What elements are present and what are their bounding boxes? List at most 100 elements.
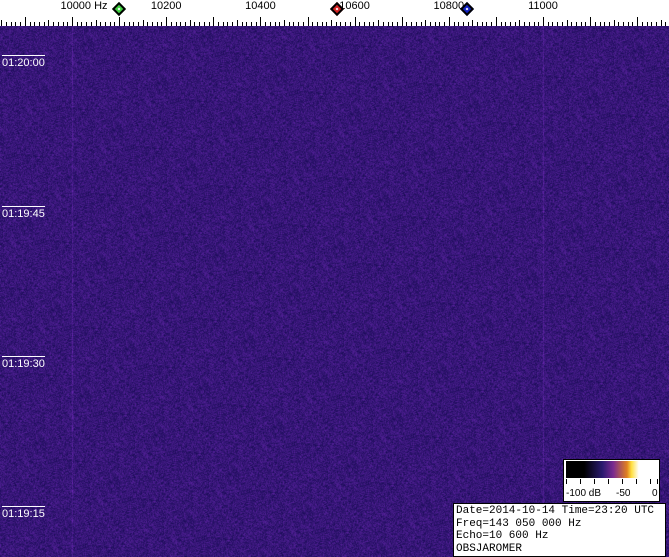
frequency-tick [534,22,535,26]
frequency-tick [444,22,445,26]
frequency-tick [11,22,12,26]
info-frequency: Freq=143 050 000 Hz [456,517,582,530]
frequency-tick [661,20,662,26]
frequency-tick [425,20,426,26]
frequency-tick [129,22,130,26]
frequency-tick [628,22,629,26]
frequency-tick [336,22,337,26]
frequency-tick [421,22,422,26]
frequency-tick [637,17,638,26]
frequency-tick [77,22,78,26]
frequency-tick [402,17,403,26]
frequency-tick [246,22,247,26]
frequency-tick [256,22,257,26]
frequency-tick [567,20,568,26]
frequency-tick [213,17,214,26]
frequency-tick [656,22,657,26]
frequency-tick [58,22,59,26]
frequency-tick [96,20,97,26]
frequency-tick [161,22,162,26]
frequency-tick [199,22,200,26]
frequency-tick [143,20,144,26]
frequency-tick [39,22,40,26]
frequency-tick [15,22,16,26]
frequency-tick [138,22,139,26]
frequency-tick [458,22,459,26]
frequency-tick [496,17,497,26]
frequency-tick [185,22,186,26]
frequency-tick [63,22,64,26]
frequency-tick [260,17,261,26]
frequency-tick [435,22,436,26]
frequency-tick [373,22,374,26]
frequency-tick [72,17,73,26]
frequency-tick [180,22,181,26]
info-echo: Echo=10 600 Hz [456,530,549,542]
frequency-tick [1,20,2,26]
frequency-tick [571,22,572,26]
frequency-tick [388,22,389,26]
frequency-tick [171,22,172,26]
frequency-tick [378,20,379,26]
frequency-tick [515,22,516,26]
frequency-tick [576,22,577,26]
frequency-label: 11000 [528,0,558,12]
colorbar-tick [594,479,595,484]
frequency-tick [232,22,233,26]
frequency-tick [411,22,412,26]
time-label: 01:19:30 [2,356,45,370]
frequency-tick [614,20,615,26]
frequency-tick [110,22,111,26]
frequency-tick [529,22,530,26]
frequency-tick [53,22,54,26]
frequency-tick [81,22,82,26]
colorbar-tick [650,479,651,484]
frequency-label: 10400 [245,0,276,12]
colorbar-tick [580,479,581,484]
time-label: 01:19:45 [2,206,45,220]
info-date-time: Date=2014-10-14 Time=23:20 UTC [456,505,655,517]
colorbar-tick [657,479,658,484]
frequency-tick [251,22,252,26]
colorbar-tick [636,479,637,484]
frequency-label: 10000 Hz [60,0,108,12]
frequency-tick [383,22,384,26]
frequency-tick [364,22,365,26]
green-marker[interactable] [112,1,127,17]
frequency-tick [548,22,549,26]
frequency-tick [350,22,351,26]
frequency-tick [30,22,31,26]
frequency-tick [194,22,195,26]
frequency-tick [317,22,318,26]
colorbar-label: 0 [652,488,658,499]
frequency-tick [505,22,506,26]
frequency-tick [114,22,115,26]
frequency-tick [67,22,68,26]
frequency-tick [406,22,407,26]
frequency-tick [477,22,478,26]
frequency-tick [331,20,332,26]
frequency-tick [157,22,158,26]
frequency-tick [322,22,323,26]
frequency-tick [20,22,21,26]
colorbar-tick [566,479,567,484]
frequency-tick [392,22,393,26]
frequency-tick [284,20,285,26]
frequency-tick [119,17,120,26]
frequency-tick [166,17,167,26]
frequency-tick [524,22,525,26]
frequency-tick [345,22,346,26]
frequency-tick [265,22,266,26]
frequency-tick [227,22,228,26]
frequency-label: 10200 [150,0,182,12]
frequency-tick [642,22,643,26]
frequency-tick [289,22,290,26]
frequency-tick [600,22,601,26]
frequency-tick [237,20,238,26]
time-label: 01:20:00 [2,55,45,69]
frequency-tick [359,22,360,26]
frequency-tick [25,17,26,26]
color-scale-legend: -100 dB -50 0 [563,459,660,502]
frequency-tick [439,22,440,26]
